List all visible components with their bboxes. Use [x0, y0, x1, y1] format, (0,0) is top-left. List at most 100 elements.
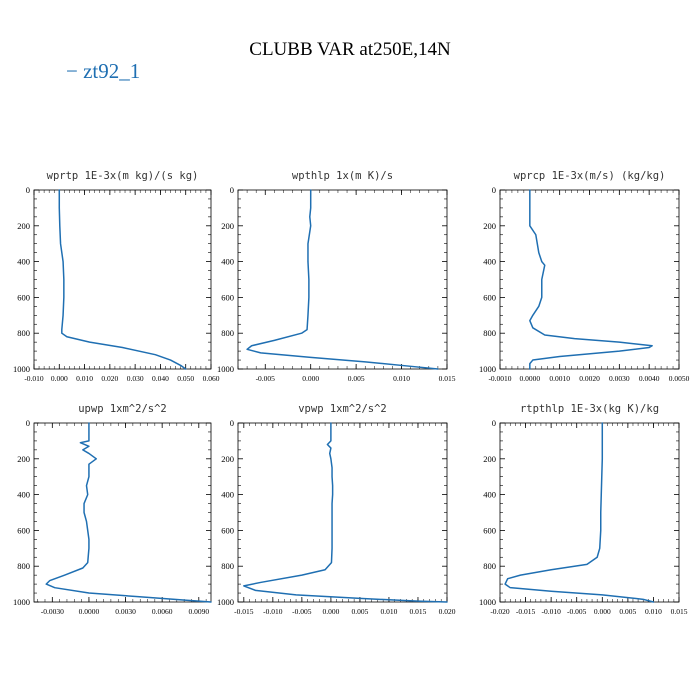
x-tick-label: 0.015 [671, 607, 688, 616]
x-tick-label: 0.000 [594, 607, 611, 616]
panel-title: vpwp 1xm^2/s^2 [298, 403, 387, 415]
y-tick-label: 600 [221, 292, 234, 302]
chart-panel: wprtp 1E-3x(m kg)/(s kg) 0 200 400 600 800 100… [13, 170, 220, 383]
y-tick-label: 400 [17, 490, 30, 500]
panel-title: rtpthlp 1E-3x(kg K)/kg [520, 403, 659, 415]
x-tick-label: 0.010 [76, 374, 93, 383]
y-tick-label: 200 [17, 221, 30, 231]
x-tick-label: 0.010 [393, 374, 410, 383]
y-tick-label: 200 [17, 454, 30, 464]
x-tick-label: 0.0090 [188, 607, 209, 616]
x-tick-label: 0.005 [351, 607, 368, 616]
series-line [45, 422, 212, 603]
plot-frame [237, 422, 448, 603]
panel-title: wprcp 1E-3x(m/s) (kg/kg) [514, 170, 666, 182]
y-tick-label: 800 [483, 561, 496, 571]
y-tick-label: 400 [483, 257, 496, 267]
panel-title: wprtp 1E-3x(m kg)/(s kg) [47, 170, 199, 182]
legend: − zt92_1 [66, 59, 140, 83]
x-tick-label: -0.010 [541, 607, 561, 616]
plot-frame [499, 189, 680, 370]
legend-entry: − zt92_1 [66, 59, 140, 83]
x-tick-label: 0.015 [439, 374, 456, 383]
y-tick-label: 600 [221, 525, 234, 535]
x-tick-label: 0.010 [645, 607, 662, 616]
x-tick-label: 0.000 [322, 607, 339, 616]
x-tick-label: 0.0060 [152, 607, 173, 616]
x-tick-label: 0.040 [152, 374, 169, 383]
x-tick-label: 0.020 [101, 374, 118, 383]
y-tick-label: 800 [17, 328, 30, 338]
chart-panel: wpthlp 1x(m K)/s 0 200 400 600 800 1000 -0.005 0… [217, 170, 456, 383]
plot-frame [499, 422, 680, 603]
y-tick-label: 800 [17, 561, 30, 571]
x-tick-label: -0.005 [567, 607, 587, 616]
y-tick-label: 600 [17, 292, 30, 302]
x-tick-label: -0.0010 [488, 374, 511, 383]
x-tick-label: 0.020 [439, 607, 456, 616]
x-tick-label: 0.050 [177, 374, 194, 383]
y-tick-label: 400 [483, 490, 496, 500]
y-tick-label: 0 [230, 185, 234, 195]
x-tick-label: 0.0000 [79, 607, 100, 616]
panel-title: wpthlp 1x(m K)/s [292, 170, 393, 182]
figure-title: CLUBB VAR at250E,14N [249, 39, 451, 60]
x-tick-label: -0.005 [292, 607, 312, 616]
x-tick-label: 0.0010 [549, 374, 570, 383]
y-tick-label: 200 [221, 221, 234, 231]
chart-panel: rtpthlp 1E-3x(kg K)/kg02004006008001000-… [479, 403, 688, 616]
y-tick-label: 800 [221, 328, 234, 338]
chart-panel: vpwp 1xm^2/s^2 0 200 400 600 800 1000-0.015 -0.… [217, 403, 456, 616]
x-tick-label: 0.0030 [115, 607, 136, 616]
y-tick-label: 0 [492, 418, 496, 428]
y-tick-label: 600 [17, 525, 30, 535]
y-tick-label: 1000 [13, 364, 30, 374]
x-tick-label: -0.015 [234, 607, 254, 616]
x-tick-label: 0.005 [619, 607, 636, 616]
y-tick-label: 1000 [479, 597, 496, 607]
x-tick-label: 0.0030 [609, 374, 630, 383]
y-tick-label: 800 [483, 328, 496, 338]
x-tick-label: -0.010 [263, 607, 283, 616]
x-tick-label: 0.030 [127, 374, 144, 383]
x-tick-label: 0.000 [302, 374, 319, 383]
x-tick-label: -0.0030 [41, 607, 64, 616]
x-tick-label: 0.005 [348, 374, 365, 383]
x-tick-label: 0.0020 [579, 374, 600, 383]
x-tick-label: -0.020 [490, 607, 510, 616]
x-tick-label: 0.0050 [669, 374, 690, 383]
panel-grid: wprtp 1E-3x(m kg)/(s kg) 0 200 400 600 800 100… [13, 170, 690, 616]
plot-frame [33, 189, 212, 370]
x-tick-label: 0.015 [410, 607, 427, 616]
y-tick-label: 0 [230, 418, 234, 428]
y-tick-label: 400 [17, 257, 30, 267]
y-tick-label: 1000 [217, 364, 234, 374]
x-tick-label: -0.005 [256, 374, 276, 383]
y-tick-label: 200 [483, 221, 496, 231]
x-tick-label: 0.060 [203, 374, 220, 383]
y-tick-label: 800 [221, 561, 234, 571]
plot-frame [33, 422, 212, 603]
x-tick-label: -0.010 [24, 374, 44, 383]
series-line [529, 189, 653, 370]
series-line [58, 189, 187, 370]
chart-panel: wprcp 1E-3x(m/s) (kg/kg) 0 200 400 600 800 100… [479, 170, 690, 383]
x-tick-label: 0.0000 [520, 374, 541, 383]
y-tick-label: 0 [492, 185, 496, 195]
series-line [246, 189, 439, 370]
chart-panel: upwp 1xm^2/s^2 0 200 400 600 800 1000 -0.0030 0.… [13, 403, 212, 616]
x-tick-label: 0.010 [381, 607, 398, 616]
y-tick-label: 0 [26, 185, 30, 195]
x-tick-label: 0.0040 [639, 374, 660, 383]
x-tick-label: -0.015 [516, 607, 536, 616]
y-tick-label: 0 [26, 418, 30, 428]
y-tick-label: 600 [483, 292, 496, 302]
panel-title: upwp 1xm^2/s^2 [78, 403, 167, 415]
y-tick-label: 1000 [217, 597, 234, 607]
y-tick-label: 600 [483, 525, 496, 535]
series-line [243, 422, 448, 603]
series-line [504, 422, 655, 603]
y-tick-label: 200 [221, 454, 234, 464]
y-tick-label: 1000 [479, 364, 496, 374]
